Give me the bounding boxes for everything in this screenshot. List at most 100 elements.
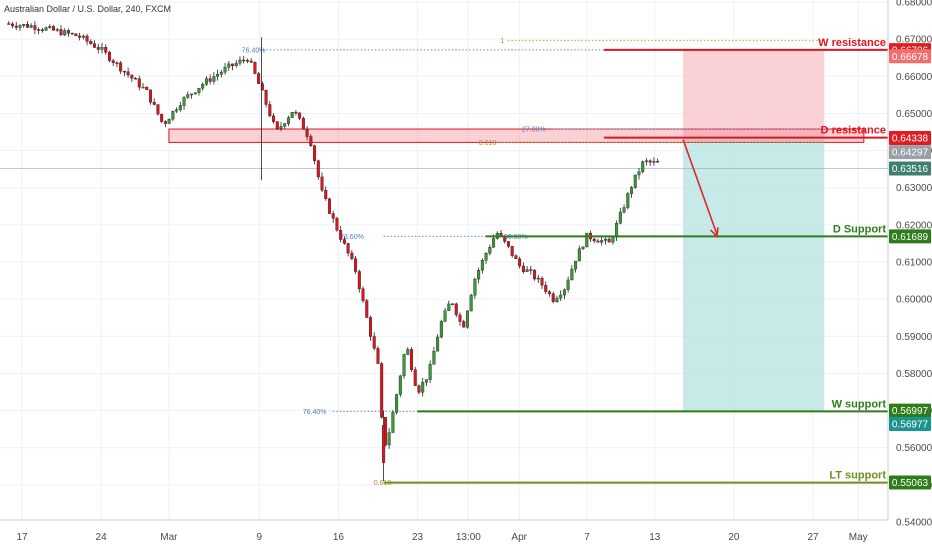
candle-body [324,190,328,199]
fib-label: 23.60% [340,234,364,241]
candle-body [33,25,37,30]
candle-body [66,30,70,34]
candle-body [29,25,33,28]
price-tag-label: 0.56977 [892,420,929,431]
candle-body [544,284,548,292]
candle-body [656,161,660,163]
chart-title: Australian Dollar / U.S. Dollar, 240, FX… [4,4,171,14]
candle-body [644,160,648,162]
x-tick-label: May [849,532,868,543]
y-tick-label: 0.60000 [896,295,932,306]
level-label: D resistance [821,125,886,137]
candle-body [268,104,272,117]
candle-body [424,379,428,383]
candle-body [137,78,141,88]
candle-body [454,303,458,316]
fib-label: 76.40% [303,409,327,416]
candle-body [290,111,294,118]
candle-body [52,26,56,31]
candle-body [25,24,29,28]
candle-body [600,240,604,243]
price-tag-bg [889,145,931,160]
fib-label: 1 [500,38,504,45]
candle-body [506,241,510,247]
price-tag-bg [889,49,931,64]
candle-body [596,240,600,243]
candle-body [439,321,443,338]
candle-body [107,52,111,61]
candle-body [216,74,220,77]
candle-body [93,43,97,48]
candle-body [59,29,63,36]
candle-body [201,84,205,89]
candle-body [264,90,268,105]
y-tick-label: 0.63000 [896,183,932,194]
candle-body [357,271,361,290]
candle-body [380,363,384,418]
candle-body [119,62,123,72]
candle-body [298,112,302,119]
candle-body [536,277,540,280]
price-tag-bg [889,403,931,418]
candle-body [637,171,641,176]
price-tag-bg [889,417,931,432]
y-tick-label: 0.58000 [896,369,932,380]
candle-body [204,78,208,85]
candle-body [566,279,570,290]
candle-body [603,238,607,241]
candle-body [126,71,130,76]
candle-body [189,93,193,96]
price-tag-bg [889,161,931,176]
candle-body [134,78,138,80]
candle-body [22,24,26,26]
candle-body [234,62,238,66]
candle-body [81,35,85,38]
candle-body [48,26,52,28]
candle-body [14,25,18,28]
candle-body [37,29,41,31]
resistance-zone [168,128,865,143]
candle-body [346,243,350,254]
candle-body [477,269,481,280]
x-tick-label: 13:00 [456,532,481,543]
time-axis [0,520,932,550]
candle-body [313,145,317,161]
price-axis [888,0,932,550]
candle-body [529,269,533,271]
candle-body [141,86,145,89]
candle-body [413,369,417,386]
candle-body [577,248,581,262]
x-tick-label: 13 [649,532,661,543]
projection [682,139,719,239]
candle-body [626,193,630,208]
candle-body [145,86,149,91]
candle-body [518,258,522,267]
candle-body [652,161,656,163]
candle-body [436,336,440,352]
candle-body [510,246,514,256]
candle-body [372,336,376,349]
candle-body [74,33,78,37]
candle-body [382,425,386,463]
x-tick-label: 20 [728,532,740,543]
y-tick-label: 0.66000 [896,72,932,83]
candle-body [630,187,634,194]
candle-body [395,394,399,413]
candle-body [551,293,555,302]
candle-body [316,160,320,178]
candle-body [122,70,126,73]
price-tag-label: 0.63516 [892,164,929,175]
x-tick-label: 7 [584,532,590,543]
candle-body [410,349,414,370]
candle-body [63,30,67,36]
candle-body [305,129,309,137]
fib-label: 0.618 [479,140,497,147]
candle-body [376,348,380,364]
candle-body [85,35,89,42]
fib-label: 0.618 [374,480,392,487]
candle-body [607,238,611,243]
candle-body [175,109,179,112]
candle-body [514,255,518,260]
